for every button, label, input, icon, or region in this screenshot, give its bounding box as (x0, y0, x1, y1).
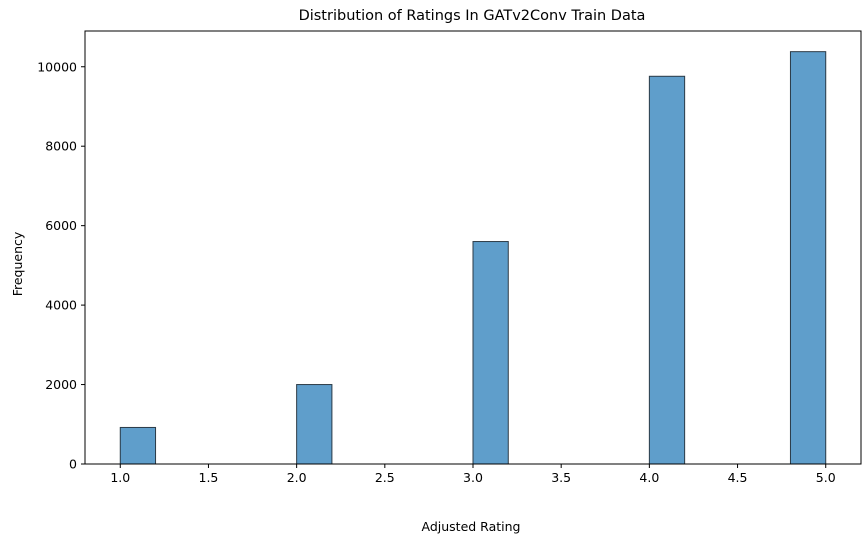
histogram-bar-2 (296, 384, 333, 465)
histogram-bar-4 (648, 75, 686, 465)
y-tick-label: 8000 (45, 139, 77, 154)
x-tick-label: 2.5 (375, 470, 395, 485)
y-tick-label: 6000 (45, 218, 77, 233)
y-tick-label: 10000 (37, 59, 77, 74)
y-axis-title: Frequency (10, 231, 25, 296)
x-tick-label: 1.5 (199, 470, 219, 485)
x-tick-label: 1.0 (110, 470, 130, 485)
histogram-bar-5 (789, 51, 827, 465)
x-tick-label: 2.0 (287, 470, 307, 485)
bars-group (119, 51, 827, 465)
histogram-bar-1 (119, 426, 157, 465)
x-axis-title: Adjusted Rating (422, 519, 521, 534)
histogram-bar-3 (472, 241, 509, 465)
y-tick-label: 2000 (45, 377, 77, 392)
plot-frame (84, 30, 862, 465)
x-tick-label: 3.0 (463, 470, 483, 485)
x-tick-label: 3.5 (551, 470, 571, 485)
x-tick-label: 4.0 (639, 470, 659, 485)
y-tick-label: 4000 (45, 298, 77, 313)
y-axis-ticks: 0 2000 4000 6000 8000 10000 (37, 59, 85, 472)
y-tick-label: 0 (69, 457, 77, 472)
x-axis-ticks: 1.0 1.5 2.0 2.5 3.0 3.5 4.0 4.5 5.0 (110, 464, 836, 485)
x-tick-label: 5.0 (816, 470, 836, 485)
x-tick-label: 4.5 (728, 470, 748, 485)
chart-title: Distribution of Ratings In GATv2Conv Tra… (299, 8, 646, 24)
